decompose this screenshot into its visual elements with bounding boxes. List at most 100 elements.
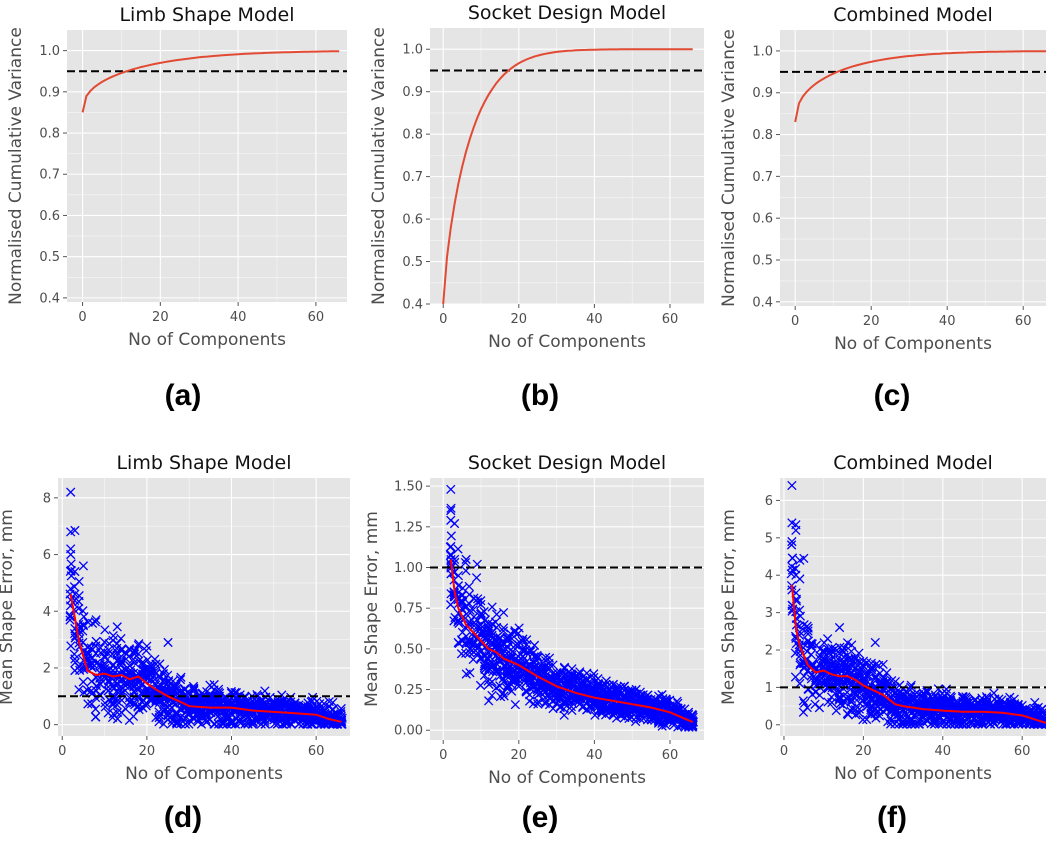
data-point-x xyxy=(78,626,88,636)
y-tick-label: 0.75 xyxy=(394,602,423,617)
x-tick-label: 40 xyxy=(230,310,247,325)
data-point-x xyxy=(586,677,596,688)
y-tick-label: 1.25 xyxy=(394,520,423,535)
data-point-x xyxy=(69,649,79,659)
x-axis-label: No of Components xyxy=(834,764,992,784)
data-point-x xyxy=(78,561,89,571)
data-point-x xyxy=(518,634,528,644)
y-tick-label: 6 xyxy=(43,548,51,563)
x-tick-label: 20 xyxy=(511,312,528,327)
data-point-x xyxy=(66,487,76,497)
data-point-x xyxy=(601,679,611,690)
data-point-x xyxy=(910,689,920,700)
data-point-x xyxy=(108,631,118,641)
data-point-x xyxy=(465,668,475,678)
x-tick-label: 20 xyxy=(139,744,156,759)
y-tick-label: 0.4 xyxy=(402,298,423,313)
data-point-x xyxy=(453,544,463,554)
data-point-x xyxy=(510,644,521,654)
data-point-x xyxy=(91,615,101,625)
data-point-x xyxy=(446,531,456,541)
data-point-x xyxy=(822,634,833,644)
y-tick-label: 0.4 xyxy=(752,295,773,310)
data-point-x xyxy=(806,638,816,649)
data-point-x xyxy=(78,677,88,687)
data-point-x xyxy=(794,605,805,615)
x-axis-label: No of Components xyxy=(128,330,286,350)
x-tick-label: 0 xyxy=(791,314,799,329)
y-tick-label: 0.5 xyxy=(39,250,60,265)
x-axis-label: No of Components xyxy=(834,334,992,354)
panel-label: (a) xyxy=(165,379,202,412)
y-tick-label: 1.50 xyxy=(394,480,423,495)
y-tick-label: 1.00 xyxy=(394,561,423,576)
y-axis-label: Normalised Cumulative Variance xyxy=(719,29,739,307)
chart-title: Combined Model xyxy=(833,4,993,26)
plot-content xyxy=(780,480,1046,729)
data-point-x xyxy=(471,573,482,583)
y-tick-label: 0.4 xyxy=(39,291,60,306)
data-point-x xyxy=(100,702,110,712)
data-point-x xyxy=(487,677,497,687)
data-point-x xyxy=(100,625,110,635)
data-point-x xyxy=(982,693,992,703)
x-tick-label: 40 xyxy=(223,744,240,759)
data-point-x xyxy=(90,692,101,703)
data-point-x xyxy=(487,690,497,701)
mean-error-line xyxy=(449,559,694,724)
data-point-x xyxy=(1009,694,1019,704)
data-point-x xyxy=(175,674,186,685)
data-point-x xyxy=(567,705,577,716)
data-point-x xyxy=(491,622,502,633)
y-axis-label: Mean Shape Error, mm xyxy=(362,511,382,707)
chart-panel-a: 0 20 40 60 0.4 0.5 0.6 0.7 0.8 0.9 1.0 Limb Shape M… xyxy=(6,4,347,412)
y-tick-label: 0.9 xyxy=(402,85,423,100)
data-point-x xyxy=(460,557,471,568)
data-point-x xyxy=(619,681,629,691)
chart-title: Combined Model xyxy=(833,452,993,474)
data-point-x xyxy=(133,649,144,659)
data-point-x xyxy=(151,659,161,669)
data-point-x xyxy=(154,712,164,723)
data-point-x xyxy=(155,659,165,669)
y-tick-label: 0.8 xyxy=(402,128,423,143)
data-point-x xyxy=(502,667,513,677)
y-axis-label: Mean Shape Error, mm xyxy=(719,509,739,705)
plot-area xyxy=(430,28,704,304)
data-point-x xyxy=(210,719,220,729)
data-point-x xyxy=(480,642,490,652)
x-tick-label: 40 xyxy=(935,744,952,759)
cumulative-variance-line xyxy=(81,50,340,113)
data-point-x xyxy=(446,503,456,513)
data-point-x xyxy=(468,654,478,665)
y-tick-label: 0.00 xyxy=(394,724,423,739)
data-point-x xyxy=(472,643,482,654)
data-point-x xyxy=(125,660,135,671)
data-point-x xyxy=(476,596,486,606)
chart-panel-b: 0 20 40 60 0.4 0.5 0.6 0.7 0.8 0.9 1.0 Socket Desig… xyxy=(369,2,704,412)
data-point-x xyxy=(65,612,75,622)
data-point-x xyxy=(870,659,881,670)
data-point-x xyxy=(95,690,105,700)
data-point-x xyxy=(687,709,697,720)
data-point-x xyxy=(112,622,122,632)
data-point-x xyxy=(213,687,224,697)
y-tick-label: 0 xyxy=(43,718,51,733)
data-point-x xyxy=(487,602,497,612)
data-point-x xyxy=(218,718,228,729)
data-point-x xyxy=(65,615,75,625)
data-point-x xyxy=(657,721,667,731)
data-point-x xyxy=(548,660,558,670)
data-point-x xyxy=(91,712,101,722)
data-point-x xyxy=(786,540,797,550)
data-point-x xyxy=(141,701,151,711)
data-point-x xyxy=(82,685,93,695)
x-tick-label: 0 xyxy=(780,744,788,759)
data-point-x xyxy=(86,699,97,709)
data-point-x xyxy=(600,710,611,720)
data-point-x xyxy=(510,699,520,710)
x-tick-label: 40 xyxy=(586,748,603,763)
data-point-x xyxy=(82,642,93,652)
y-tick-label: 0 xyxy=(765,718,773,733)
